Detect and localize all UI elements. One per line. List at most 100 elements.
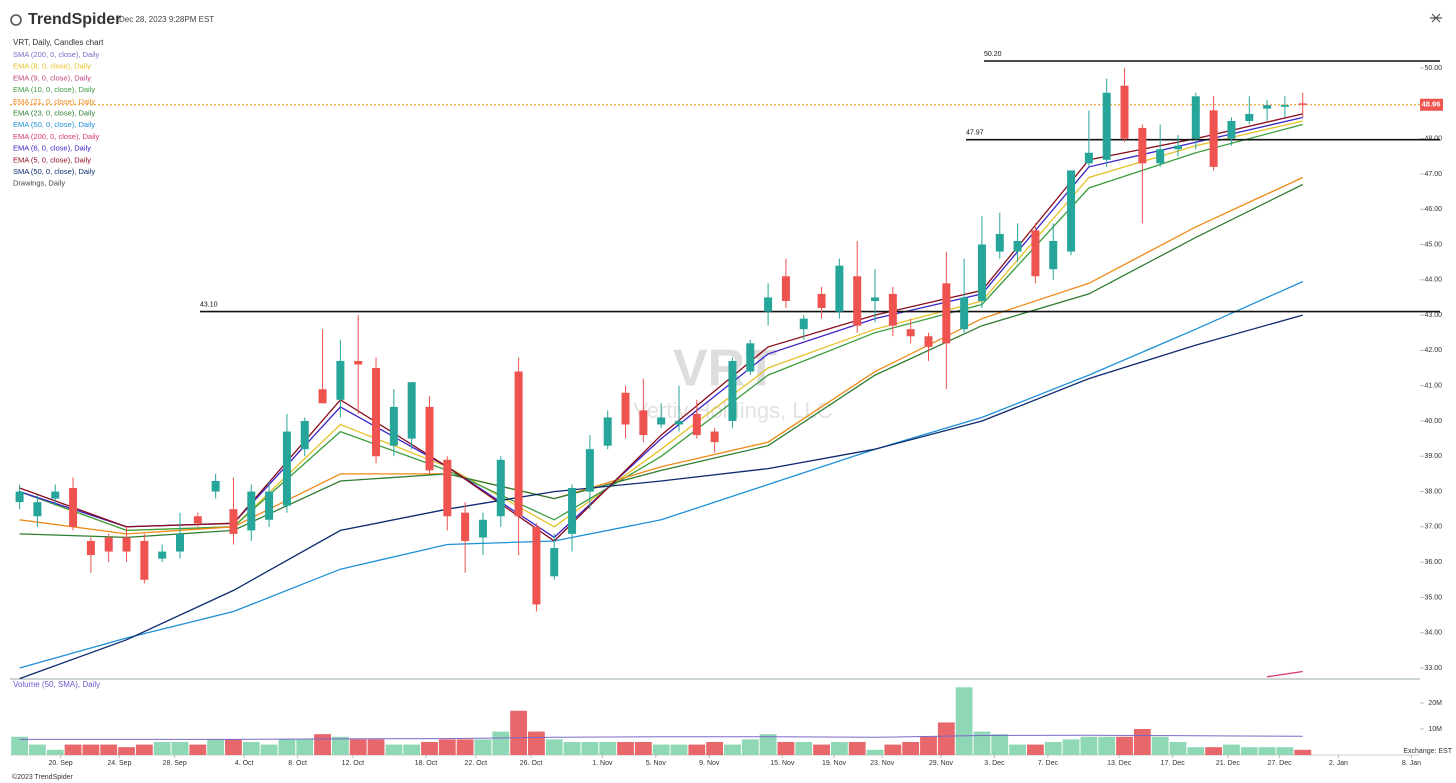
- candle-body: [15, 491, 24, 503]
- legend-entry: EMA (23, 0, close), Daily: [13, 108, 95, 117]
- candle-body: [568, 488, 577, 534]
- volume-bar: [759, 734, 777, 755]
- volume-bar: [242, 741, 260, 755]
- candle-body: [1049, 240, 1058, 270]
- candle-body: [1084, 152, 1093, 164]
- y-tick-label: 37.00: [1424, 524, 1442, 531]
- candle-body: [977, 244, 986, 301]
- last-price-tag: [1420, 98, 1443, 111]
- y-tick-label: 36.00: [1424, 559, 1442, 566]
- volume-bar: [1098, 736, 1116, 755]
- x-tick-label: 2. Jan: [1329, 760, 1348, 767]
- volume-bar: [991, 734, 1009, 755]
- candle-body: [924, 336, 933, 347]
- x-tick-label: 22. Oct: [465, 760, 488, 767]
- volume-bar: [1169, 741, 1187, 755]
- candle-body: [69, 488, 78, 527]
- volume-bar: [1151, 736, 1169, 755]
- share-icon[interactable]: [1430, 13, 1442, 23]
- candle-body: [764, 297, 773, 312]
- volume-bar: [777, 741, 795, 755]
- volume-bar: [1027, 744, 1044, 755]
- candle-body: [425, 406, 434, 471]
- x-tick-label: 28. Sep: [163, 760, 187, 767]
- candle-body: [211, 480, 220, 492]
- volume-bar: [955, 687, 973, 755]
- last-price-label: 48.96: [1422, 100, 1441, 109]
- volume-bar: [189, 744, 207, 755]
- volume-bar: [528, 731, 545, 755]
- legend-entry: SMA (50, 0, close), Daily: [13, 167, 95, 176]
- candle-body: [1120, 85, 1129, 139]
- x-tick-label: 5. Nov: [646, 760, 667, 767]
- candle-body: [1191, 96, 1200, 139]
- candle-body: [1138, 128, 1147, 164]
- y-tick-label: 35.00: [1424, 594, 1442, 601]
- candle-body: [282, 431, 291, 506]
- level-label: 50.20: [984, 51, 1002, 58]
- candle-body: [906, 329, 915, 337]
- candle-body: [407, 382, 416, 439]
- candle-body: [1280, 105, 1289, 107]
- volume-bar: [438, 739, 456, 755]
- x-tick-label: 3. Dec: [984, 760, 1005, 767]
- volume-bar: [545, 739, 563, 755]
- candle-body: [1156, 149, 1165, 164]
- volume-bar: [118, 747, 135, 755]
- volume-bar: [866, 749, 884, 755]
- volume-bar: [385, 744, 403, 755]
- volume-bar: [11, 736, 29, 755]
- volume-bar: [670, 744, 688, 755]
- candle-body: [1263, 105, 1272, 109]
- volume-bar: [46, 749, 64, 755]
- candle-body: [247, 491, 256, 531]
- candle-body: [799, 318, 808, 330]
- candle-body: [51, 491, 60, 499]
- volume-tick-label: 10M: [1428, 726, 1442, 733]
- candle-body: [728, 360, 737, 421]
- candle-body: [1013, 240, 1022, 252]
- volume-bar: [599, 741, 617, 755]
- legend-entry: EMA (21, 0, close), Daily: [13, 97, 95, 106]
- y-tick-label: 41.00: [1424, 383, 1442, 390]
- candle-body: [104, 537, 113, 552]
- volume-bar: [1009, 744, 1027, 755]
- volume-tick-label: 20M: [1428, 700, 1442, 707]
- candle-body: [888, 293, 897, 326]
- candle-body: [478, 519, 487, 538]
- footer: ©2023 TrendSpider: [12, 773, 73, 781]
- x-tick-label: 13. Dec: [1107, 760, 1132, 767]
- volume-bar: [1240, 747, 1258, 755]
- volume-bar: [1116, 736, 1133, 755]
- candle-body: [354, 360, 363, 365]
- x-tick-label: 20. Sep: [49, 760, 73, 767]
- exchange: Exchange: EST: [1403, 748, 1452, 755]
- volume-bar: [1044, 741, 1062, 755]
- y-tick-label: 45.00: [1424, 241, 1442, 248]
- candle-body: [300, 420, 309, 450]
- candle-body: [514, 371, 523, 517]
- candle-body: [175, 533, 184, 552]
- x-tick-label: 26. Oct: [520, 760, 543, 767]
- candle-body: [1245, 113, 1254, 121]
- volume-bar: [563, 741, 581, 755]
- candle-body: [639, 410, 648, 436]
- volume-bar: [813, 744, 830, 755]
- volume-bar: [1062, 739, 1080, 755]
- candle-body: [710, 431, 719, 443]
- x-tick-label: 12. Oct: [342, 760, 365, 767]
- volume-bar: [1133, 728, 1151, 755]
- watermark: VRT: [673, 340, 777, 398]
- candle-body: [1067, 170, 1076, 252]
- volume-bar: [1294, 749, 1312, 755]
- legend-entry: EMA (5, 0, close), Daily: [13, 155, 91, 164]
- ma-line: [19, 314, 1303, 680]
- volume-bar: [1276, 747, 1294, 755]
- x-tick-label: 19. Nov: [822, 760, 847, 767]
- candle-body: [122, 537, 131, 552]
- legend-entry: EMA (8, 0, close), Daily: [13, 62, 91, 71]
- x-tick-label: 23. Nov: [870, 760, 895, 767]
- volume-bar: [973, 731, 991, 755]
- x-tick-label: 17. Dec: [1161, 760, 1186, 767]
- logo: TrendSpider: [10, 11, 121, 28]
